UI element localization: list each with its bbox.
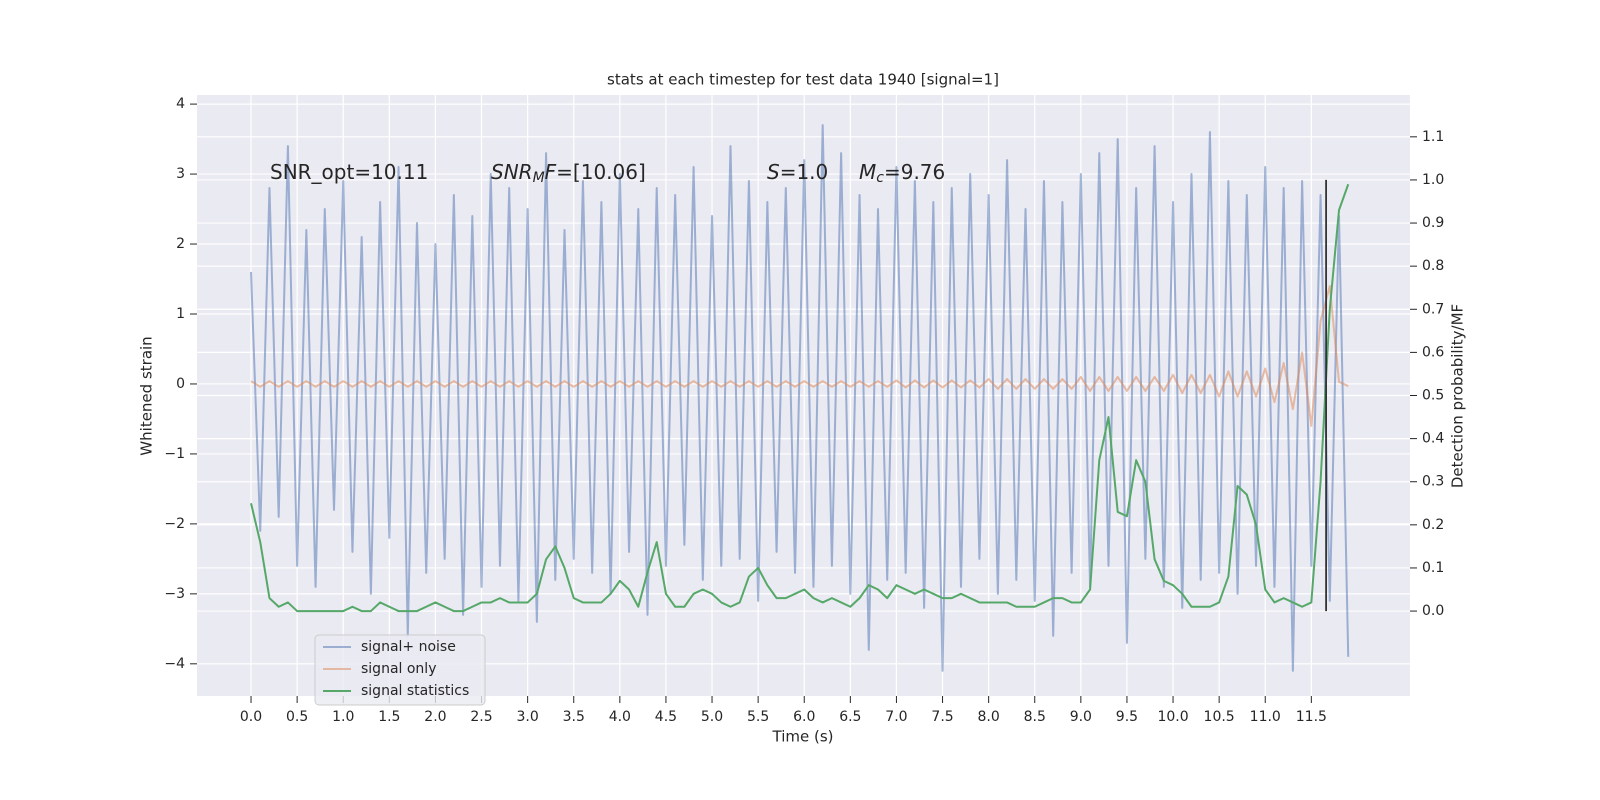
x-tick-label: 9.0 <box>1070 709 1092 725</box>
y2-tick-label: 0.6 <box>1422 344 1444 360</box>
legend-label: signal statistics <box>361 683 469 699</box>
y2-tick-label: 0.0 <box>1422 603 1444 619</box>
x-tick-label: 6.5 <box>839 709 861 725</box>
y-tick-label: 4 <box>176 96 185 112</box>
legend-label: signal+ noise <box>361 639 456 655</box>
y2-tick-label: 1.0 <box>1422 172 1444 188</box>
y-tick-label: −4 <box>164 656 185 672</box>
x-tick-label: 11.5 <box>1296 709 1327 725</box>
annotation-part: F <box>545 160 557 184</box>
x-tick-label: 0.0 <box>240 709 262 725</box>
y2-tick-label: 1.1 <box>1422 129 1444 145</box>
x-tick-label: 2.0 <box>424 709 446 725</box>
x-tick-label: 7.5 <box>931 709 953 725</box>
y2-axis-label: Detection probability/MF <box>1449 304 1467 488</box>
y2-tick-label: 0.9 <box>1422 215 1444 231</box>
annotation-part: M <box>533 170 545 186</box>
x-tick-label: 1.0 <box>332 709 354 725</box>
x-tick-label: 8.0 <box>978 709 1000 725</box>
x-tick-label: 10.5 <box>1204 709 1235 725</box>
annotation-part: SNR_opt=10.11 <box>270 160 428 184</box>
y-axis-label: Whitened strain <box>138 336 156 455</box>
y-tick-label: 2 <box>176 236 185 252</box>
y-tick-label: −2 <box>164 516 185 532</box>
y2-tick-label: 0.1 <box>1422 560 1444 576</box>
x-tick-label: 1.5 <box>378 709 400 725</box>
annotation: SNRMF=[10.06] <box>491 160 646 187</box>
y-tick-label: −1 <box>164 446 185 462</box>
y-tick-label: −3 <box>164 586 185 602</box>
x-tick-label: 3.0 <box>517 709 539 725</box>
x-tick-label: 3.5 <box>563 709 585 725</box>
x-tick-label: 5.5 <box>747 709 769 725</box>
x-tick-label: 10.0 <box>1157 709 1188 725</box>
x-tick-label: 2.5 <box>470 709 492 725</box>
annotation-part: =1.0 <box>780 160 829 184</box>
annotation: SNR_opt=10.11 <box>270 160 428 184</box>
y2-tick-label: 0.7 <box>1422 301 1444 317</box>
x-tick-label: 4.0 <box>609 709 631 725</box>
annotation-part: =9.76 <box>884 160 945 184</box>
legend-label: signal only <box>361 661 436 677</box>
y-tick-label: 0 <box>176 376 185 392</box>
y-tick-label: 3 <box>176 166 185 182</box>
series-line <box>250 124 1350 672</box>
chart-title: stats at each timestep for test data 194… <box>607 71 999 89</box>
x-tick-label: 11.0 <box>1250 709 1281 725</box>
x-tick-label: 6.0 <box>793 709 815 725</box>
annotation-part: SNR <box>491 160 533 184</box>
series-line <box>250 285 1349 427</box>
x-tick-label: 7.0 <box>885 709 907 725</box>
x-tick-label: 4.5 <box>655 709 677 725</box>
y2-tick-label: 0.3 <box>1422 474 1444 490</box>
x-tick-label: 0.5 <box>286 709 308 725</box>
y2-tick-label: 0.2 <box>1422 517 1444 533</box>
y2-tick-label: 0.5 <box>1422 388 1444 404</box>
x-tick-label: 9.5 <box>1116 709 1138 725</box>
annotation-part: c <box>876 170 884 186</box>
y2-tick-label: 0.4 <box>1422 431 1444 447</box>
annotation: Mc=9.76 <box>859 160 945 187</box>
x-tick-label: 8.5 <box>1024 709 1046 725</box>
y-tick-label: 1 <box>176 306 185 322</box>
annotation: S=1.0 <box>767 160 828 184</box>
annotation-part: M <box>859 160 876 184</box>
y2-tick-label: 0.8 <box>1422 258 1444 274</box>
series-line <box>250 183 1350 613</box>
x-tick-label: 5.0 <box>701 709 723 725</box>
annotation-part: =[10.06] <box>556 160 646 184</box>
annotation-part: S <box>767 160 780 184</box>
legend-box <box>314 634 486 706</box>
x-axis-label: Time (s) <box>772 728 834 746</box>
